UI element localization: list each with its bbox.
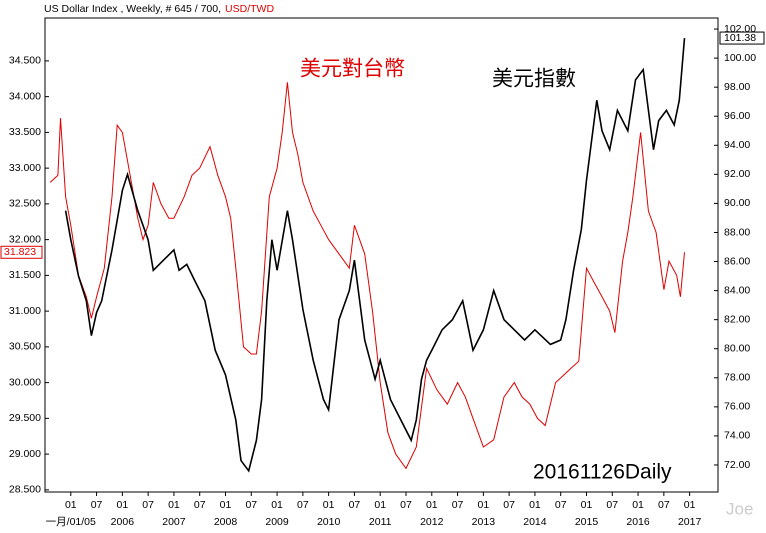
y-tick-label: 29.500 xyxy=(9,412,41,424)
x-year-label: 一月/01/05 xyxy=(46,516,96,528)
x-year-label: 2017 xyxy=(678,516,702,528)
x-tick-label: 01 xyxy=(478,499,490,511)
y-tick-label: 31.500 xyxy=(9,269,41,281)
title-pair: USD/TWD xyxy=(225,3,274,15)
x-tick-label: 07 xyxy=(194,499,206,511)
x-year-label: 2013 xyxy=(472,516,496,528)
x-tick-label: 07 xyxy=(91,499,103,511)
annotation: 美元指數 xyxy=(492,68,576,91)
x-year-label: 2012 xyxy=(420,516,444,528)
chart-title: US Dollar Index , Weekly, # 645 / 700, US… xyxy=(44,3,274,15)
x-year-label: 2009 xyxy=(265,516,289,528)
x-tick-label: 01 xyxy=(684,499,696,511)
y-tick-label: 31.000 xyxy=(9,305,41,317)
y2-tick-label: 76.00 xyxy=(724,401,750,413)
last-value: 101.38 xyxy=(724,32,756,44)
x-tick-label: 07 xyxy=(400,499,412,511)
x-tick-label: 01 xyxy=(426,499,438,511)
x-tick-label: 07 xyxy=(606,499,618,511)
y-tick-label: 32.500 xyxy=(9,198,41,210)
series-line xyxy=(49,82,685,470)
y2-tick-label: 78.00 xyxy=(724,372,750,384)
y-tick-label: 33.000 xyxy=(9,162,41,174)
x-tick-label: 01 xyxy=(220,499,232,511)
x-tick-label: 01 xyxy=(168,499,180,511)
last-value-box xyxy=(719,31,765,45)
x-tick-label: 01 xyxy=(374,499,386,511)
y-tick-label: 34.500 xyxy=(9,55,41,67)
y2-tick-label: 80.00 xyxy=(724,343,750,355)
x-tick-label: 01 xyxy=(529,499,541,511)
last-value-box xyxy=(0,245,43,259)
x-year-label: 2014 xyxy=(523,516,547,528)
y-tick-label: 32.000 xyxy=(9,233,41,245)
x-tick-label: 01 xyxy=(323,499,335,511)
y2-tick-label: 92.00 xyxy=(724,168,750,180)
x-year-label: 2015 xyxy=(575,516,599,528)
y-tick-label: 34.000 xyxy=(9,90,41,102)
x-tick-label: 07 xyxy=(452,499,464,511)
watermark: Joe xyxy=(726,499,753,518)
y2-tick-label: 100.00 xyxy=(724,52,756,64)
x-tick-label: 01 xyxy=(65,499,77,511)
x-tick-label: 07 xyxy=(555,499,567,511)
y2-tick-label: 82.00 xyxy=(724,313,750,325)
annotation: 美元對台幣 xyxy=(300,58,405,81)
x-year-label: 2006 xyxy=(111,516,135,528)
y2-tick-label: 72.00 xyxy=(724,459,750,471)
y-tick-label: 30.500 xyxy=(9,341,41,353)
y-tick-label: 29.000 xyxy=(9,448,41,460)
x-tick-label: 01 xyxy=(117,499,129,511)
x-tick-label: 07 xyxy=(142,499,154,511)
y2-tick-label: 88.00 xyxy=(724,226,750,238)
y2-tick-label: 90.00 xyxy=(724,197,750,209)
x-tick-label: 07 xyxy=(658,499,670,511)
x-tick-label: 01 xyxy=(271,499,283,511)
y2-tick-label: 86.00 xyxy=(724,255,750,267)
x-year-label: 2011 xyxy=(369,516,392,528)
x-tick-label: 01 xyxy=(632,499,644,511)
y2-tick-label: 98.00 xyxy=(724,81,750,93)
annotation: 20161126Daily xyxy=(533,461,672,484)
y2-tick-label: 84.00 xyxy=(724,284,750,296)
x-tick-label: 07 xyxy=(503,499,515,511)
x-tick-label: 07 xyxy=(349,499,361,511)
y-tick-label: 33.500 xyxy=(9,126,41,138)
x-year-label: 2008 xyxy=(214,516,238,528)
y-tick-label: 28.500 xyxy=(9,484,41,496)
y2-tick-label: 96.00 xyxy=(724,110,750,122)
last-value: 31.823 xyxy=(4,246,36,258)
x-tick-label: 01 xyxy=(581,499,593,511)
plot-frame xyxy=(44,17,719,493)
x-tick-label: 07 xyxy=(297,499,309,511)
title-text: US Dollar Index , Weekly, # 645 / 700, xyxy=(44,3,221,15)
y2-tick-label: 74.00 xyxy=(724,430,750,442)
x-year-label: 2007 xyxy=(162,516,186,528)
y2-tick-label: 94.00 xyxy=(724,139,750,151)
x-year-label: 2010 xyxy=(317,516,341,528)
x-year-label: 2016 xyxy=(626,516,650,528)
y-tick-label: 30.000 xyxy=(9,376,41,388)
x-tick-label: 07 xyxy=(245,499,257,511)
series-line xyxy=(64,38,686,473)
